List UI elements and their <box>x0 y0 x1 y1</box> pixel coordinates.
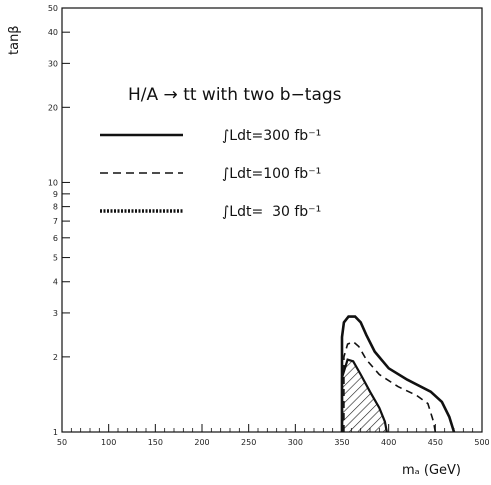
y-tick-label: 7 <box>53 217 58 226</box>
y-tick-label: 10 <box>48 178 58 187</box>
x-tick-label: 450 <box>428 438 443 447</box>
x-tick-label: 50 <box>57 438 67 447</box>
series-30fb-fill <box>342 359 387 432</box>
y-tick-label: 9 <box>53 190 58 199</box>
y-tick-label: 6 <box>53 234 58 243</box>
legend-label: ∫Ldt=100 fb⁻¹ <box>222 166 321 182</box>
x-tick-label: 100 <box>101 438 116 447</box>
y-tick-label: 20 <box>48 103 58 112</box>
x-axis-label: mₐ (GeV) <box>402 463 461 478</box>
y-tick-label: 40 <box>48 28 58 37</box>
y-tick-label: 5 <box>53 254 58 263</box>
y-tick-label: 30 <box>48 59 58 68</box>
x-tick-label: 400 <box>381 438 396 447</box>
series-layer <box>340 315 456 433</box>
series-30fb-line <box>340 358 388 433</box>
series-100fb-line <box>343 340 437 433</box>
x-tick-label: 150 <box>148 438 163 447</box>
legend-label: ∫Ldt=300 fb⁻¹ <box>222 128 321 144</box>
y-axis-label: tanβ <box>7 25 22 55</box>
y-tick-label: 1 <box>53 428 58 437</box>
chart-title: H/A → tt with two b−tags <box>128 85 342 105</box>
y-tick-label: 3 <box>53 309 58 318</box>
ticks-layer <box>61 7 483 433</box>
labels-layer: 50 100 150 200 250 300 350 400 450 500 1 2 3 4 5 6 7 8 9 10… <box>48 4 490 447</box>
x-tick-label: 350 <box>334 438 349 447</box>
legend-label: ∫Ldt= 30 fb⁻¹ <box>222 204 321 220</box>
hatched-region <box>342 359 387 432</box>
x-tick-label: 300 <box>288 438 303 447</box>
x-tick-label: 250 <box>241 438 256 447</box>
x-tick-label: 500 <box>474 438 489 447</box>
y-tick-label: 8 <box>53 203 58 212</box>
y-tick-label: 50 <box>48 4 58 13</box>
y-tick-label: 2 <box>53 353 58 362</box>
legend: ∫Ldt=300 fb⁻¹ ∫Ldt=100 fb⁻¹ ∫Ldt= 30 fb⁻¹ <box>100 128 321 220</box>
y-tick-label: 4 <box>53 278 58 287</box>
plot-frame <box>61 7 483 433</box>
series-300fb-line <box>340 315 456 433</box>
x-tick-label: 200 <box>194 438 209 447</box>
